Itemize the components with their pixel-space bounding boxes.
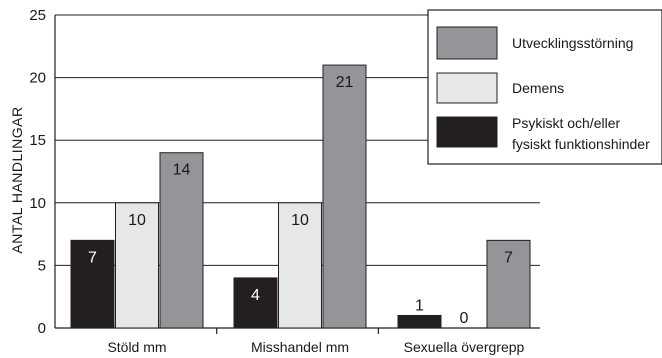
- bar: [486, 239, 531, 329]
- y-tick-label: 5: [38, 257, 46, 274]
- y-tick-label: 0: [38, 320, 46, 337]
- legend-label: Demens: [512, 80, 564, 96]
- data-label: 10: [128, 212, 146, 229]
- data-label: 4: [251, 287, 260, 304]
- data-label: 14: [173, 162, 191, 179]
- bar: [278, 202, 322, 329]
- legend-items: Utvecklingsstörning Demens Psykiskt och/el…: [436, 26, 650, 152]
- bar: [322, 64, 367, 329]
- y-tick-label: 25: [29, 7, 46, 24]
- bar: [115, 202, 159, 329]
- legend-swatch: [436, 116, 498, 148]
- bar: [397, 314, 442, 329]
- legend-label: Utvecklingsstörning: [512, 35, 633, 51]
- category-labels: Stöld mm Misshandel mm Sexuella övergrepp: [107, 339, 524, 355]
- bar: [233, 277, 278, 329]
- legend-swatch: [436, 26, 498, 60]
- y-tick-label: 20: [29, 70, 46, 87]
- bars: [70, 64, 531, 329]
- bar: [70, 239, 115, 329]
- y-tick-label: 10: [29, 195, 46, 212]
- bar: [159, 152, 204, 329]
- y-tick-label: 15: [29, 132, 46, 149]
- legend-label: Psykiskt och/eller fysiskt funktionshinde…: [512, 115, 650, 152]
- category-label: Stöld mm: [107, 339, 166, 355]
- data-label: 1: [415, 297, 424, 314]
- data-label: 0: [460, 310, 469, 327]
- legend-swatch: [436, 72, 498, 104]
- category-label: Sexuella övergrepp: [404, 339, 525, 355]
- data-label: 21: [336, 74, 354, 91]
- data-label: 7: [88, 249, 97, 266]
- legend: Utvecklingsstörning Demens Psykiskt och/el…: [427, 9, 662, 165]
- category-label: Misshandel mm: [251, 339, 349, 355]
- y-axis-label: ANTAL HANDLINGAR: [9, 106, 25, 253]
- data-label: 10: [291, 212, 309, 229]
- data-label: 7: [504, 249, 513, 266]
